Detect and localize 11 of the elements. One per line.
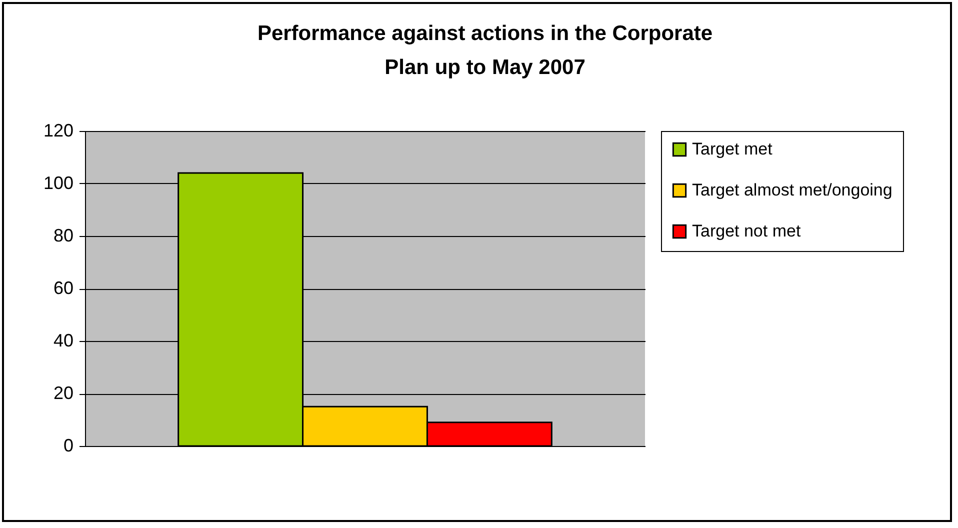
y-tick-label: 0 [63, 436, 74, 456]
y-tick-label: 60 [53, 278, 74, 298]
chart-title: Performance against actions in the Corporate Plan up to May 2007 [257, 22, 713, 79]
legend-label: Target not met [692, 222, 801, 240]
y-tick-label: 100 [43, 173, 74, 193]
y-tick-label: 20 [53, 383, 74, 403]
legend-label: Target almost met/ongoing [692, 180, 892, 200]
legend-label: Target met [692, 140, 773, 158]
y-tick-label: 80 [53, 226, 74, 246]
y-tick-label: 40 [53, 330, 74, 350]
y-tick-label: 120 [43, 120, 74, 140]
